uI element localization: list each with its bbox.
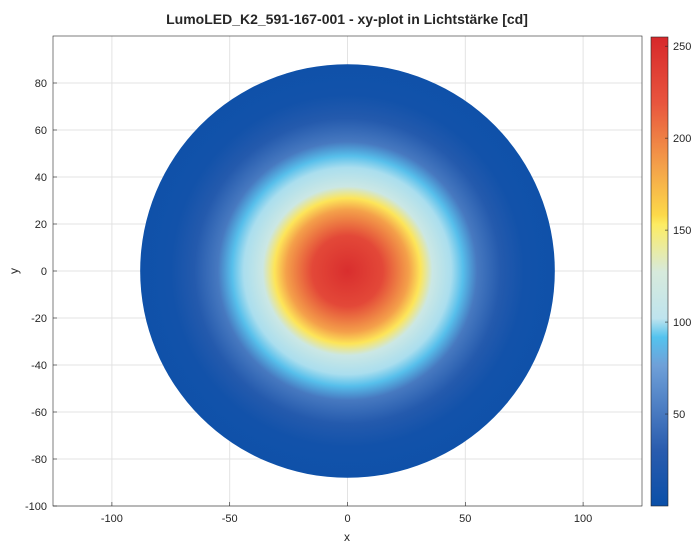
x-tick-label: 50 — [459, 513, 471, 525]
y-tick-label: -20 — [31, 313, 47, 325]
chart-title: LumoLED_K2_591-167-001 - xy-plot in Lich… — [166, 11, 528, 27]
colorbar-ticks: 50 100 150 200 250 — [665, 41, 691, 421]
x-tick-label: 0 — [344, 513, 350, 525]
colorbar-tick-label: 200 — [673, 133, 691, 145]
y-tick-label: -80 — [31, 454, 47, 466]
y-tick-label: -100 — [25, 501, 47, 513]
y-axis: -100 -80 -60 -40 -20 0 20 40 60 80 — [25, 78, 57, 513]
colorbar — [651, 37, 668, 506]
y-tick-label: 0 — [41, 266, 47, 278]
colorbar-tick-label: 50 — [673, 409, 685, 421]
colorbar-tick-label: 150 — [673, 225, 691, 237]
y-tick-label: 60 — [35, 125, 47, 137]
x-tick-label: 100 — [574, 513, 592, 525]
y-tick-label: 80 — [35, 78, 47, 90]
y-tick-label: -60 — [31, 407, 47, 419]
y-tick-label: 20 — [35, 219, 47, 231]
colorbar-tick-label: 100 — [673, 317, 691, 329]
y-tick-label: 40 — [35, 172, 47, 184]
colorbar-frame — [650, 36, 669, 507]
x-axis: -100 -50 0 50 100 — [101, 502, 592, 525]
colorbar-tick-label: 250 — [673, 41, 691, 53]
x-tick-label: -50 — [222, 513, 238, 525]
y-tick-label: -40 — [31, 360, 47, 372]
intensity-field — [140, 64, 555, 478]
x-axis-label: x — [344, 530, 350, 544]
x-tick-label: -100 — [101, 513, 123, 525]
y-axis-label: y — [7, 268, 21, 274]
